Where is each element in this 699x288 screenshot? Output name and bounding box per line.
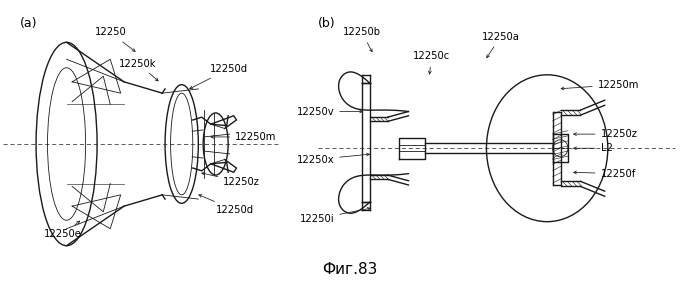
Text: (a): (a) [20,17,38,30]
Text: (b): (b) [318,17,336,30]
Text: 12250a: 12250a [482,32,519,58]
Text: 12250x: 12250x [296,153,370,164]
Text: 12250d: 12250d [199,195,254,215]
Text: 12250z: 12250z [202,172,260,187]
Text: 12250z: 12250z [574,129,637,139]
Text: 12250f: 12250f [574,169,636,179]
Text: 12250k: 12250k [120,58,158,81]
Text: L2: L2 [574,143,612,153]
Text: Фиг.83: Фиг.83 [322,262,377,277]
Text: 12250e: 12250e [44,221,82,239]
Text: 12250i: 12250i [300,207,370,224]
Text: 12250m: 12250m [561,80,639,90]
Text: 12250: 12250 [94,27,135,52]
Text: 12250m: 12250m [211,132,277,142]
Text: 12250b: 12250b [343,27,381,52]
Text: 12250c: 12250c [412,52,450,74]
Text: 12250d: 12250d [190,64,247,89]
Text: 12250v: 12250v [296,107,363,117]
